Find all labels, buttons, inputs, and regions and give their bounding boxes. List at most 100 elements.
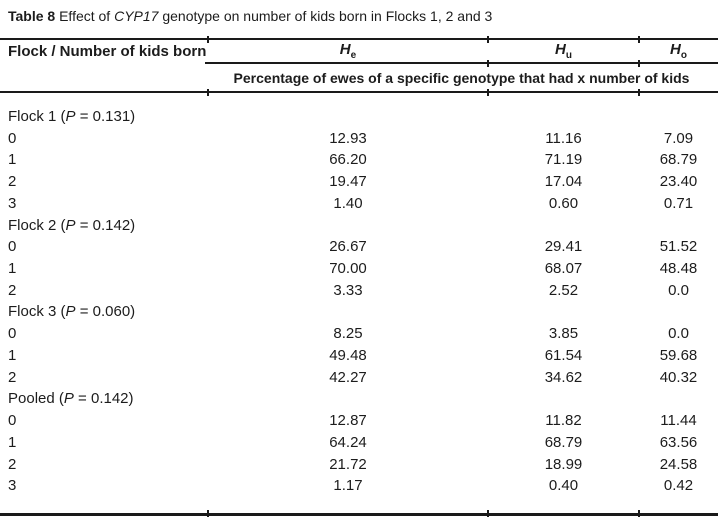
table-row: 3 1.17 0.40 0.42 <box>0 475 718 497</box>
column-boundary-tick <box>638 60 640 67</box>
empty-cell <box>208 106 488 128</box>
section-row: Flock 1 (P = 0.131) <box>0 106 718 128</box>
empty-cell <box>208 301 488 323</box>
table-caption-text-pre: Effect of <box>55 8 115 24</box>
he-value: 66.20 <box>329 151 367 169</box>
table-row: 0 26.67 29.41 51.52 <box>0 236 718 258</box>
ho-value: 51.52 <box>659 238 698 256</box>
kids-count-label: 2 <box>8 455 17 473</box>
table-row: 0 12.93 11.16 7.09 <box>0 128 718 150</box>
section-row: Flock 2 (P = 0.142) <box>0 215 718 237</box>
spanner-header: Percentage of ewes of a specific genotyp… <box>233 70 690 86</box>
he-value: 19.47 <box>329 173 367 191</box>
empty-cell <box>208 388 488 410</box>
ho-value: 0.0 <box>668 281 689 299</box>
table-caption-text-post: genotype on number of kids born in Flock… <box>158 8 493 24</box>
column-boundary-tick <box>638 89 640 96</box>
section-row: Pooled (P = 0.142) <box>0 388 718 410</box>
column-header-hu: Hu <box>488 41 639 61</box>
hu-value: 0.40 <box>548 477 579 495</box>
empty-cell <box>488 301 639 323</box>
column-boundary-tick <box>207 89 209 96</box>
empty-cell <box>488 215 639 237</box>
he-value: 21.72 <box>329 455 367 473</box>
section-label: Flock 2 (P = 0.142) <box>8 216 136 234</box>
he-value: 64.24 <box>329 433 367 451</box>
table-row: 2 19.47 17.04 23.40 <box>0 171 718 193</box>
empty-cell <box>488 106 639 128</box>
column-boundary-tick <box>638 36 640 43</box>
table-spanner-rule <box>0 91 718 93</box>
kids-count-label: 3 <box>8 194 17 212</box>
ho-value: 24.58 <box>659 455 698 473</box>
table-row: 1 64.24 68.79 63.56 <box>0 432 718 454</box>
hu-value: 18.99 <box>544 455 583 473</box>
ho-value: 48.48 <box>659 260 698 278</box>
ho-value: 40.32 <box>659 368 698 386</box>
ho-value: 0.71 <box>663 194 694 212</box>
column-boundary-tick <box>207 510 209 517</box>
section-label: Pooled (P = 0.142) <box>8 390 134 408</box>
table-row: 2 3.33 2.52 0.0 <box>0 280 718 302</box>
table-row: 0 8.25 3.85 0.0 <box>0 323 718 345</box>
column-header-ho: Ho <box>639 41 718 61</box>
ho-value: 63.56 <box>659 433 698 451</box>
he-value: 26.67 <box>329 238 367 256</box>
he-value: 49.48 <box>329 346 367 364</box>
he-value: 12.93 <box>329 129 367 147</box>
p-value-symbol: P <box>65 108 76 125</box>
hu-value: 11.82 <box>545 412 582 430</box>
p-value-symbol: P <box>65 216 76 234</box>
kids-count-label: 2 <box>8 281 17 299</box>
hu-value: 68.07 <box>544 260 583 278</box>
column-boundary-tick <box>638 510 640 517</box>
hu-symbol: H <box>555 41 566 58</box>
section-row: Flock 3 (P = 0.060) <box>0 301 718 323</box>
he-value: 70.00 <box>329 260 367 278</box>
hu-value: 17.04 <box>544 173 583 191</box>
hu-value: 29.41 <box>544 238 583 256</box>
hu-value: 0.60 <box>548 194 579 212</box>
column-boundary-tick <box>487 36 489 43</box>
table-row: 1 49.48 61.54 59.68 <box>0 345 718 367</box>
column-boundary-tick <box>207 36 209 43</box>
column-boundary-tick <box>487 510 489 517</box>
kids-count-label: 2 <box>8 173 17 191</box>
table-caption: Table 8 Effect of CYP17 genotype on numb… <box>8 7 492 25</box>
empty-cell <box>639 388 718 410</box>
empty-cell <box>488 388 639 410</box>
he-value: 42.27 <box>329 368 367 386</box>
kids-count-label: 2 <box>8 368 17 386</box>
kids-count-label: 1 <box>8 151 17 169</box>
hu-value: 68.79 <box>544 433 583 451</box>
hu-subscript: u <box>565 50 572 61</box>
hu-value: 61.54 <box>544 346 583 364</box>
kids-count-label: 1 <box>8 433 17 451</box>
column-boundary-tick <box>487 60 489 67</box>
ho-symbol: H <box>670 41 681 58</box>
p-value-symbol: P <box>65 303 76 321</box>
ho-value: 59.68 <box>659 346 698 364</box>
table-row: 0 12.87 11.82 11.44 <box>0 410 718 432</box>
column-boundary-tick <box>487 89 489 96</box>
kids-count-label: 1 <box>8 260 17 278</box>
he-value: 1.40 <box>333 194 363 212</box>
he-value: 3.33 <box>333 281 363 299</box>
table-caption-gene: CYP17 <box>114 8 159 24</box>
table-row: 2 42.27 34.62 40.32 <box>0 367 718 389</box>
kids-count-label: 3 <box>8 477 17 495</box>
table-top-rule <box>0 38 718 40</box>
ho-value: 68.79 <box>659 151 698 169</box>
hu-value: 2.52 <box>548 281 579 299</box>
table-header-row: Flock / Number of kids born He Hu Ho <box>0 40 718 62</box>
empty-cell <box>639 106 718 128</box>
hu-value: 11.16 <box>545 129 582 147</box>
hu-value: 3.85 <box>548 325 579 343</box>
p-value-symbol: P <box>63 390 74 408</box>
ho-value: 11.44 <box>660 412 697 430</box>
hu-value: 71.19 <box>544 151 583 169</box>
he-subscript: e <box>350 50 357 61</box>
kids-count-label: 0 <box>8 129 17 147</box>
empty-cell <box>639 301 718 323</box>
